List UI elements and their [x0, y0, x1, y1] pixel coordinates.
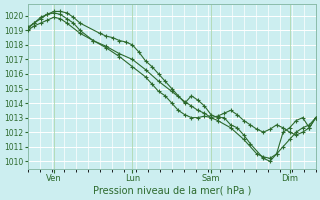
X-axis label: Pression niveau de la mer( hPa ): Pression niveau de la mer( hPa ) [92, 186, 251, 196]
